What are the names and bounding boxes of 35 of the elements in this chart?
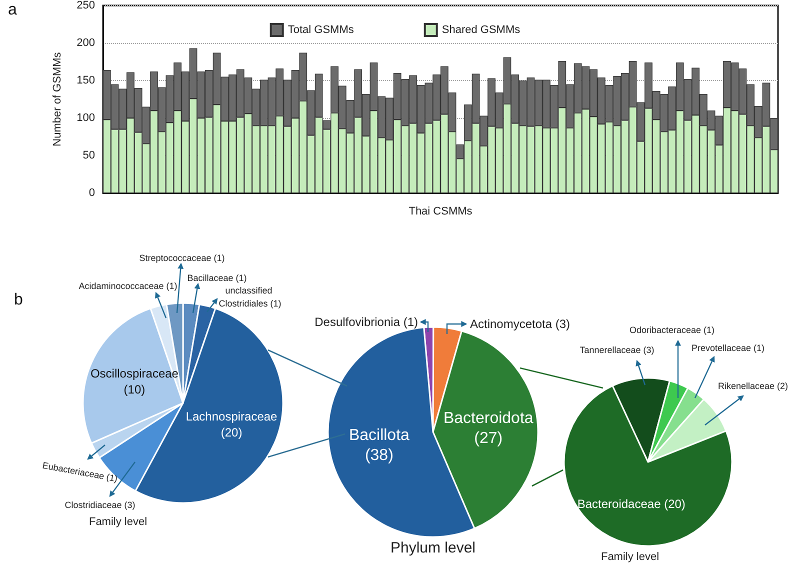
slice-label: Tannerellaceae (3) xyxy=(580,345,654,355)
data-label: (38) xyxy=(364,447,394,464)
legend-label: Bacillota xyxy=(348,427,410,444)
slice-label: Desulfovibrionia (1) xyxy=(314,315,418,329)
slice-label: Oscillospiraceae xyxy=(90,366,179,381)
legend-label: Total GSMMs xyxy=(288,24,354,36)
text: Phylum level xyxy=(390,540,476,556)
slice-label: Bacteroidaceae (20) xyxy=(577,496,686,511)
legend-label: Shared GSMMs xyxy=(442,24,521,36)
data-label: (27) xyxy=(474,430,503,447)
data-label: (10) xyxy=(124,382,146,397)
y-tick-label: 150 xyxy=(76,74,95,87)
text: a xyxy=(8,2,17,18)
y-axis-title: Number of GSMMs xyxy=(52,52,64,146)
x-axis-title: Thai CSMMs xyxy=(408,206,473,218)
y-tick-label: 0 xyxy=(88,187,95,200)
data-label: (20) xyxy=(220,425,242,440)
y-tick-label: 50 xyxy=(82,150,95,162)
slice-label: Clostridiaceae (3) xyxy=(64,500,136,510)
text: b xyxy=(14,292,23,308)
slice-label: Lachnospiraceae xyxy=(186,409,278,424)
slice-label: Prevotellaceae (1) xyxy=(691,343,765,353)
y-tick-label: 200 xyxy=(76,37,95,50)
slice-label: unclassified Clostridiales (1) xyxy=(218,286,282,308)
slice-label: Rikenellaceae (2) xyxy=(718,381,788,391)
y-tick-label: 100 xyxy=(76,112,95,124)
y-tick-label: 250 xyxy=(76,0,95,12)
slice-label: Acidaminococcaceae (1) xyxy=(78,281,178,291)
slice-label: Streptococcaceae (1) xyxy=(139,253,225,263)
text: Family level xyxy=(88,516,148,528)
slice-label: Odoribacteraceae (1) xyxy=(629,325,715,335)
slice-label: Bacillaceae (1) xyxy=(187,273,247,283)
text: Family level xyxy=(600,551,660,563)
slice-label: Actinomycetota (3) xyxy=(470,317,570,331)
slice-label: Bacteroidota xyxy=(443,410,534,427)
